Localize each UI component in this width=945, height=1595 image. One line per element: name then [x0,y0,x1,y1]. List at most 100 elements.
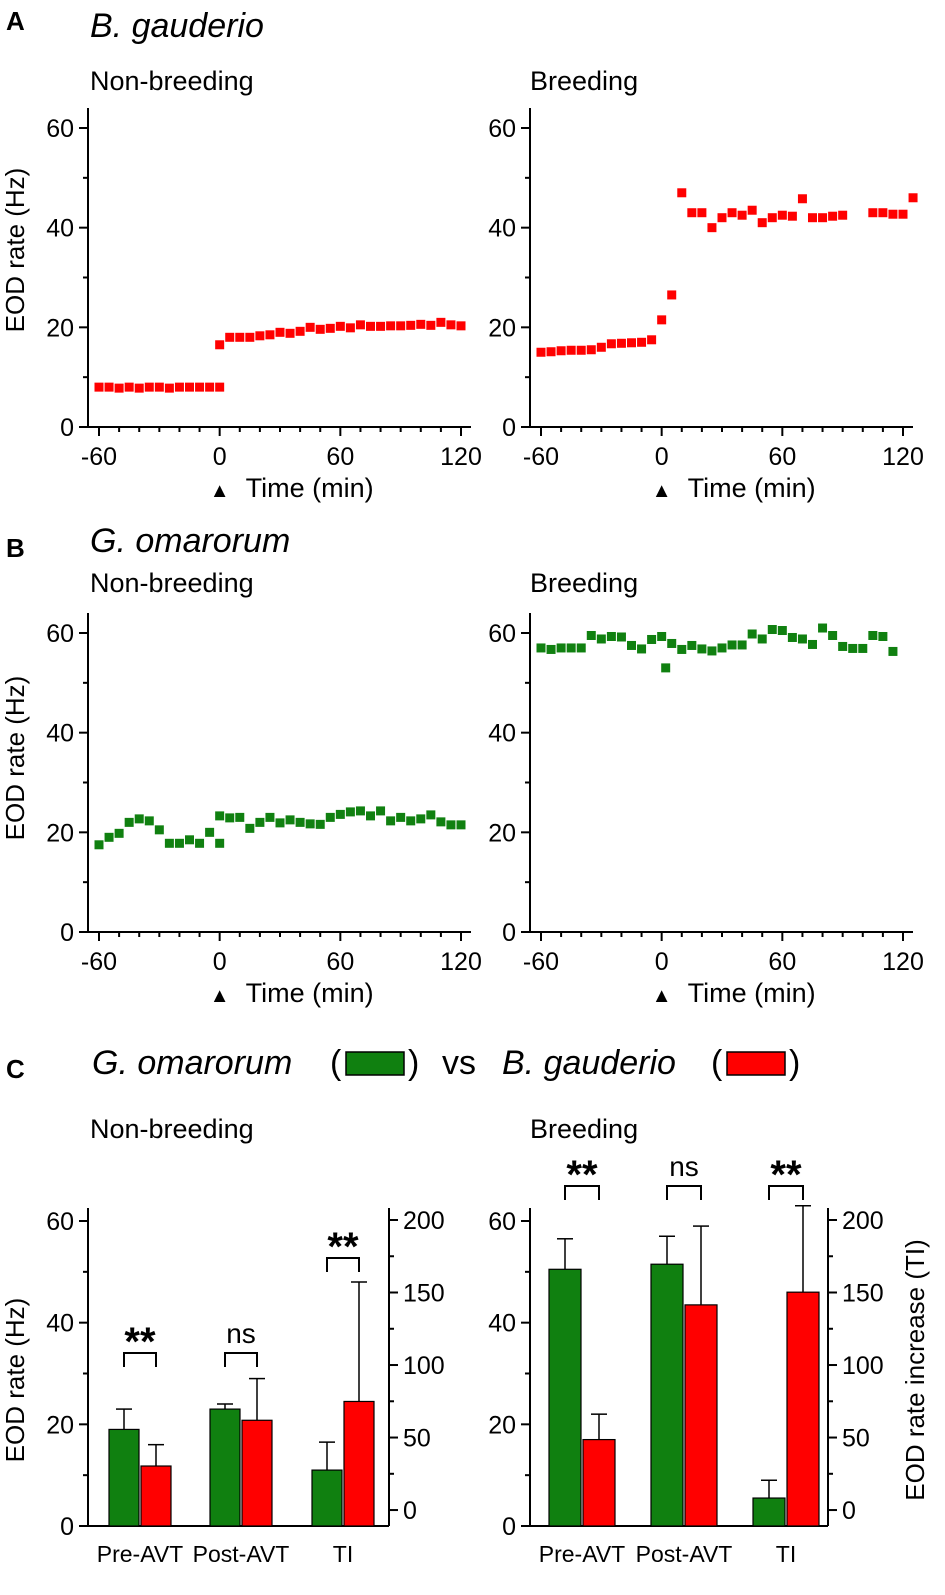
chart-c-nonbreeding-y2tick-label: 200 [403,1207,445,1235]
chart-b-nonbreeding-point [376,806,386,816]
chart-b-nonbreeding-point [315,819,325,829]
chart-b-nonbreeding-point [124,817,134,827]
chart-a-breeding-ytick-label: 20 [488,314,516,342]
chart-a-breeding-xtick-label: -60 [523,443,559,471]
chart-a-breeding-point [878,208,888,218]
chart-a-nonbreeding-ytick-label: 60 [46,115,74,143]
chart-b-breeding-point [888,646,898,656]
chart-a-breeding-point [838,210,848,220]
chart-a-nonbreeding-point [255,331,265,341]
chart-a-breeding-point [787,211,797,221]
chart-a-breeding-point [616,338,626,348]
chart-a-breeding-point [747,205,757,215]
panel-a-ylabel: EOD rate (Hz) [0,168,30,333]
chart-b-breeding-point [757,634,767,644]
chart-c-breeding-sig-bracket [666,1185,702,1200]
chart-a-breeding-point [576,345,586,355]
chart-c-breeding-bar-green [752,1497,786,1527]
chart-c-nonbreeding-bar-red [241,1419,273,1527]
chart-b-nonbreeding-ytick-label: 0 [60,919,74,947]
chart-b-nonbreeding-xtick-label: -60 [81,948,117,976]
panel-b-breeding-label: Breeding [530,568,638,598]
chart-b-nonbreeding-point [446,820,456,830]
chart-a-nonbreeding-xlabel: Time (min) [246,473,374,503]
chart-b-nonbreeding-point [406,816,416,826]
chart-b-nonbreeding-point [94,840,104,850]
chart-b-breeding-point [858,643,868,653]
chart-b-breeding-point [586,630,596,640]
chart-b-breeding-point [808,639,817,649]
panel-b-species-title: G. omarorum [90,522,290,560]
chart-a-breeding-ytick-label: 60 [488,115,516,143]
chart-b-breeding-xtick-label: -60 [523,948,559,976]
panel-a-letter: A [6,6,25,36]
chart-a-nonbreeding-point [94,382,104,392]
chart-a-nonbreeding-point [436,317,446,327]
chart-b-breeding-point [818,623,828,633]
chart-b-breeding-point [797,634,807,644]
chart-b-nonbreeding-point [195,838,205,848]
chart-a-nonbreeding-point [416,319,426,329]
panel-b-nonbreeding-label: Non-breeding [90,568,254,598]
chart-c-nonbreeding-bar-green [209,1408,241,1527]
chart-b-nonbreeding-point [185,835,194,845]
chart-a-nonbreeding-point [265,330,275,340]
chart-c-breeding-sig-bracket [564,1185,600,1200]
chart-b-breeding-point [647,634,657,644]
chart-c-breeding-category-label: TI [776,1541,796,1567]
chart-b-breeding-xtick-label: 120 [882,948,924,976]
chart-a-nonbreeding-point [446,320,456,330]
chart-b-nonbreeding-point [265,812,275,822]
legend-red-paren-close: ) [789,1044,800,1082]
chart-a-nonbreeding-point [235,332,245,342]
panel-a-nonbreeding-label: Non-breeding [90,66,254,96]
chart-a-nonbreeding-ytick-label: 0 [60,414,74,442]
chart-c-nonbreeding-sig-bracket [224,1352,258,1367]
panel-a-breeding-label: Breeding [530,66,638,96]
chart-b-breeding-point [536,643,546,653]
chart-a-breeding-xtick-label: 0 [655,443,669,471]
chart-a-breeding-point [777,210,787,220]
chart-b-breeding-point [787,632,797,642]
chart-c-nonbreeding-y2tick-label: 50 [403,1425,431,1453]
chart-c-nonbreeding-ytick-label: 60 [46,1208,74,1236]
chart-b-nonbreeding-ytick-label: 20 [46,819,74,847]
panel-a-species-title: B. gauderio [90,7,264,45]
chart-a-breeding-point [647,335,657,345]
legend-red-species: B. gauderio [502,1044,676,1082]
panel-b-letter: B [6,533,25,563]
chart-a-breeding-point [697,208,707,218]
chart-c-nonbreeding-ytick-label: 0 [60,1513,74,1541]
chart-b-nonbreeding-point [285,815,295,825]
chart-a-nonbreeding-xtick-label: 120 [440,443,482,471]
chart-a-breeding-point [898,209,908,219]
chart-a-breeding-point [727,208,737,218]
chart-c-nonbreeding-sig-label: ** [327,1225,359,1269]
chart-b-breeding-point [777,626,787,636]
chart-c-nonbreeding-bar-green [108,1428,140,1527]
chart-c-nonbreeding-sig-bracket [326,1257,360,1272]
chart-a-breeding-point [536,347,546,357]
chart-b-nonbreeding-point [114,828,124,838]
chart-a-nonbreeding-point [305,322,315,332]
chart-c-breeding-y2tick-label: 0 [842,1497,856,1525]
chart-c-breeding-y2tick-label: 100 [842,1352,884,1380]
chart-b-breeding-point [747,629,757,639]
chart-b-nonbreeding-point [134,814,144,824]
chart-c-breeding-y2tick-label: 50 [842,1425,870,1453]
chart-a-nonbreeding-point [406,320,416,330]
chart-c-breeding-sig-label: ns [669,1151,699,1182]
legend-green-paren-close: ) [408,1044,419,1082]
chart-b-breeding-point [767,625,777,635]
chart-a-breeding-point [797,194,807,204]
chart-b-nonbreeding-point [215,838,225,848]
chart-b-breeding-point [616,632,626,642]
legend-green-species: G. omarorum [92,1044,292,1082]
chart-b-breeding-point [667,638,677,648]
chart-a-nonbreeding-point [154,382,164,392]
chart-b-nonbreeding-point [154,825,164,835]
chart-b-breeding-point [566,643,576,653]
chart-a-breeding-point [818,213,828,223]
chart-c-breeding-y2tick-label: 150 [842,1280,884,1308]
chart-b-breeding-point [677,644,687,654]
